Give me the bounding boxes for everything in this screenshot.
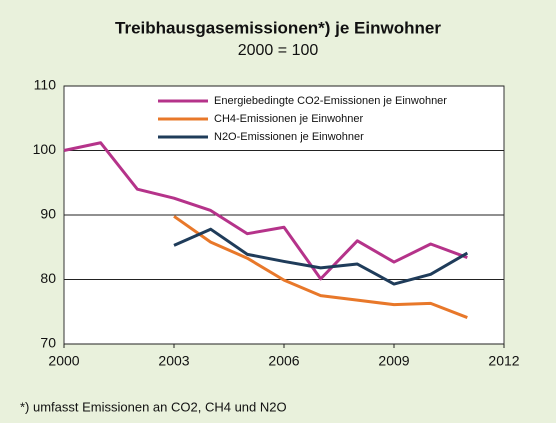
y-tick-label: 110 (34, 77, 57, 93)
x-tick-label: 2009 (378, 353, 409, 369)
y-tick-label: 70 (40, 335, 56, 351)
chart-subtitle: 2000 = 100 (238, 42, 319, 59)
x-tick-label: 2006 (268, 353, 299, 369)
footnote: *) umfasst Emissionen an CO2, CH4 und N2… (20, 399, 287, 414)
legend-label: N2O-Emissionen je Einwohner (214, 131, 364, 143)
y-tick-label: 80 (40, 270, 56, 286)
x-tick-label: 2012 (488, 353, 519, 369)
x-tick-label: 2000 (48, 353, 79, 369)
chart-title: Treibhausgasemissionen*) je Einwohner (115, 18, 441, 37)
y-tick-label: 100 (33, 141, 57, 157)
series-line (63, 141, 468, 281)
series-line (173, 227, 469, 286)
series-line (173, 215, 468, 319)
legend-label: CH4-Emissionen je Einwohner (214, 113, 364, 125)
y-tick-label: 90 (40, 206, 56, 222)
x-tick-label: 2003 (158, 353, 189, 369)
legend-label: Energiebedingte CO2-Emissionen je Einwoh… (214, 95, 447, 107)
